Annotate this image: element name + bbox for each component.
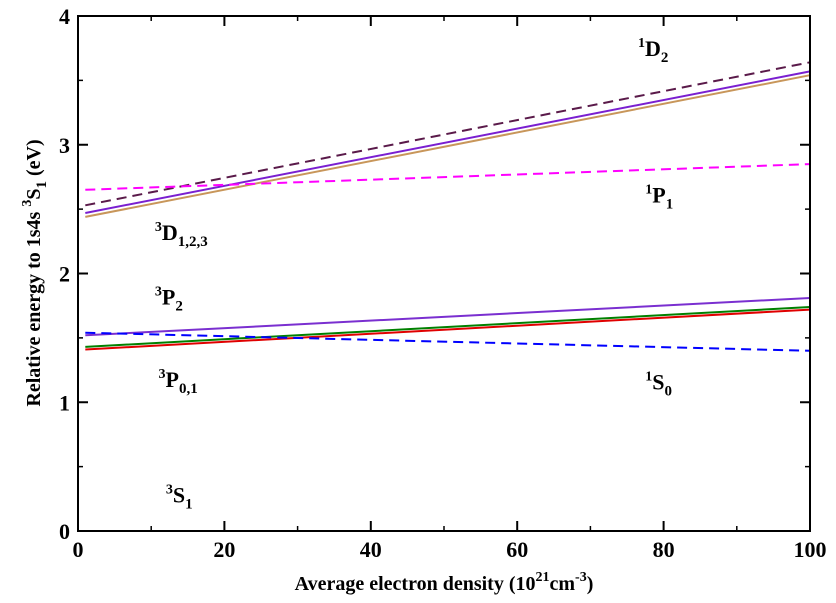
x-tick-label: 80 xyxy=(653,537,675,562)
y-tick-label: 2 xyxy=(59,262,70,287)
term-label-3S1: 3S1 xyxy=(166,483,193,513)
x-tick-label: 40 xyxy=(360,537,382,562)
term-label-1P1: 1P1 xyxy=(645,183,673,213)
series-line-2 xyxy=(85,75,810,217)
term-label-1S0: 1S0 xyxy=(645,369,672,399)
x-tick-label: 100 xyxy=(794,537,827,562)
series-line-4 xyxy=(85,164,810,190)
series-line-3 xyxy=(85,71,810,213)
y-tick-label: 4 xyxy=(59,4,70,29)
y-tick-label: 3 xyxy=(59,133,70,158)
term-label-3P01: 3P0,1 xyxy=(159,367,198,397)
x-axis-title: Average electron density (1021cm-3) xyxy=(295,570,594,595)
y-tick-label: 0 xyxy=(59,519,70,544)
term-label-3P2: 3P2 xyxy=(155,284,183,314)
plot-lines xyxy=(85,62,810,351)
x-tick-label: 20 xyxy=(213,537,235,562)
x-tick-label: 0 xyxy=(73,537,84,562)
x-tick-label: 60 xyxy=(506,537,528,562)
term-label-1D2: 1D2 xyxy=(638,36,668,66)
series-line-1 xyxy=(85,62,810,205)
term-label-3D123: 3D1,2,3 xyxy=(155,220,208,250)
annotations: 1D2 3D1,2,3 1P1 3P2 3P0,1 1S0 3S1 xyxy=(155,36,673,513)
y-tick-label: 1 xyxy=(59,390,70,415)
axis-ticks: 0 20 40 60 80 100 0 1 2 3 4 xyxy=(59,4,827,562)
series-line-6 xyxy=(85,307,810,347)
y-axis-title: Relative energy to 1s4s 3S1 (eV) xyxy=(20,139,50,406)
